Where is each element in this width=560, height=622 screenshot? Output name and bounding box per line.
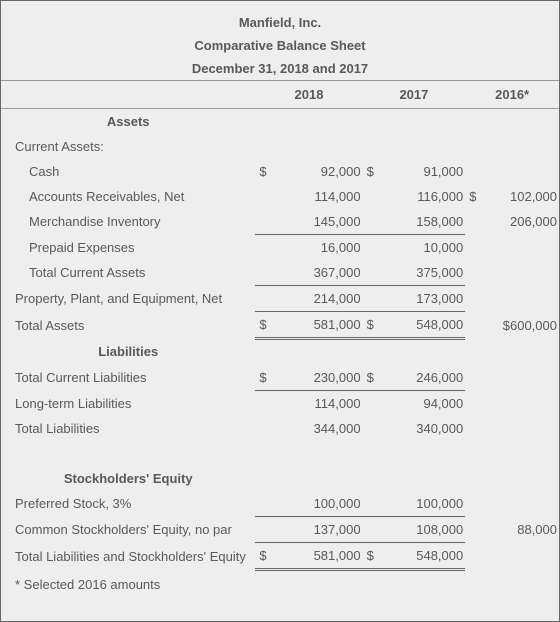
pref-label: Preferred Stock, 3%: [1, 491, 255, 517]
tcl-2017: 246,000: [389, 365, 465, 391]
comm-label: Common Stockholders' Equity, no par: [1, 517, 255, 543]
balance-sheet: Manfield, Inc. Comparative Balance Sheet…: [0, 0, 560, 622]
comm-2016: 88,000: [492, 517, 559, 543]
cash-row: Cash $ 92,000 $ 91,000: [1, 159, 559, 184]
assets-title: Assets: [1, 109, 255, 135]
ltl-label: Long-term Liabilities: [1, 391, 255, 417]
tca-row: Total Current Assets 367,000 375,000: [1, 260, 559, 286]
comm-2018: 137,000: [282, 517, 362, 543]
sheet-header: Manfield, Inc. Comparative Balance Sheet…: [1, 1, 559, 81]
ar-label: Accounts Receivables, Net: [1, 184, 255, 209]
tca-2017: 375,000: [389, 260, 465, 286]
prepaid-2018: 16,000: [282, 235, 362, 261]
tcl-label: Total Current Liabilities: [1, 365, 255, 391]
ta-2016: $600,000: [492, 312, 559, 339]
col-2017: 2017: [363, 81, 466, 109]
pref-row: Preferred Stock, 3% 100,000 100,000: [1, 491, 559, 517]
ltl-2018: 114,000: [282, 391, 362, 417]
assets-section-row: Assets: [1, 109, 559, 135]
prepaid-row: Prepaid Expenses 16,000 10,000: [1, 235, 559, 261]
tlse-2017: 548,000: [389, 543, 465, 570]
inv-2017: 158,000: [389, 209, 465, 235]
pref-2018: 100,000: [282, 491, 362, 517]
tlse-label: Total Liabilities and Stockholders' Equi…: [1, 543, 255, 570]
tl-label: Total Liabilities: [1, 416, 255, 441]
tcl-cur-2017: $: [363, 365, 390, 391]
ppe-label: Property, Plant, and Equipment, Net: [1, 286, 255, 312]
col-2016: 2016*: [465, 81, 559, 109]
tl-2018: 344,000: [282, 416, 362, 441]
tlse-row: Total Liabilities and Stockholders' Equi…: [1, 543, 559, 570]
inv-2016: 206,000: [492, 209, 559, 235]
ar-cur-2016: $: [465, 184, 492, 209]
tcl-row: Total Current Liabilities $ 230,000 $ 24…: [1, 365, 559, 391]
prepaid-2017: 10,000: [389, 235, 465, 261]
ppe-2018: 214,000: [282, 286, 362, 312]
tcl-cur-2018: $: [255, 365, 282, 391]
col-2018: 2018: [255, 81, 362, 109]
inv-label: Merchandise Inventory: [1, 209, 255, 235]
tl-2017: 340,000: [389, 416, 465, 441]
sheet-title: Comparative Balance Sheet: [1, 34, 559, 57]
company-name: Manfield, Inc.: [1, 11, 559, 34]
ltl-row: Long-term Liabilities 114,000 94,000: [1, 391, 559, 417]
ta-2017: 548,000: [389, 312, 465, 339]
se-title: Stockholders' Equity: [1, 466, 255, 491]
inv-row: Merchandise Inventory 145,000 158,000 20…: [1, 209, 559, 235]
cash-cur-2017: $: [363, 159, 390, 184]
ltl-2017: 94,000: [389, 391, 465, 417]
liabilities-title: Liabilities: [1, 339, 255, 366]
ta-2018: 581,000: [282, 312, 362, 339]
cash-2017: 91,000: [389, 159, 465, 184]
prepaid-label: Prepaid Expenses: [1, 235, 255, 261]
balance-sheet-table: 2018 2017 2016* Assets Current Assets: C…: [1, 81, 559, 571]
cash-label: Cash: [1, 159, 255, 184]
tl-row: Total Liabilities 344,000 340,000: [1, 416, 559, 441]
liabilities-section-row: Liabilities: [1, 339, 559, 366]
ta-row: Total Assets $ 581,000 $ 548,000 $600,00…: [1, 312, 559, 339]
comm-2017: 108,000: [389, 517, 465, 543]
footnote: * Selected 2016 amounts: [1, 571, 559, 598]
ar-2018: 114,000: [282, 184, 362, 209]
ar-row: Accounts Receivables, Net 114,000 116,00…: [1, 184, 559, 209]
pref-2017: 100,000: [389, 491, 465, 517]
sheet-date: December 31, 2018 and 2017: [1, 57, 559, 81]
ta-cur-2018: $: [255, 312, 282, 339]
tca-2018: 367,000: [282, 260, 362, 286]
spacer-row: [1, 441, 559, 466]
tlse-cur-2018: $: [255, 543, 282, 570]
tcl-2018: 230,000: [282, 365, 362, 391]
se-section-row: Stockholders' Equity: [1, 466, 559, 491]
cash-cur-2018: $: [255, 159, 282, 184]
inv-2018: 145,000: [282, 209, 362, 235]
column-header-row: 2018 2017 2016*: [1, 81, 559, 109]
tlse-cur-2017: $: [363, 543, 390, 570]
ppe-row: Property, Plant, and Equipment, Net 214,…: [1, 286, 559, 312]
cash-2018: 92,000: [282, 159, 362, 184]
current-assets-row: Current Assets:: [1, 134, 559, 159]
ta-cur-2017: $: [363, 312, 390, 339]
current-assets-label: Current Assets:: [1, 134, 255, 159]
ppe-2017: 173,000: [389, 286, 465, 312]
ta-label: Total Assets: [1, 312, 255, 339]
tlse-2018: 581,000: [282, 543, 362, 570]
comm-row: Common Stockholders' Equity, no par 137,…: [1, 517, 559, 543]
ar-2016: 102,000: [492, 184, 559, 209]
ar-2017: 116,000: [389, 184, 465, 209]
tca-label: Total Current Assets: [1, 260, 255, 286]
